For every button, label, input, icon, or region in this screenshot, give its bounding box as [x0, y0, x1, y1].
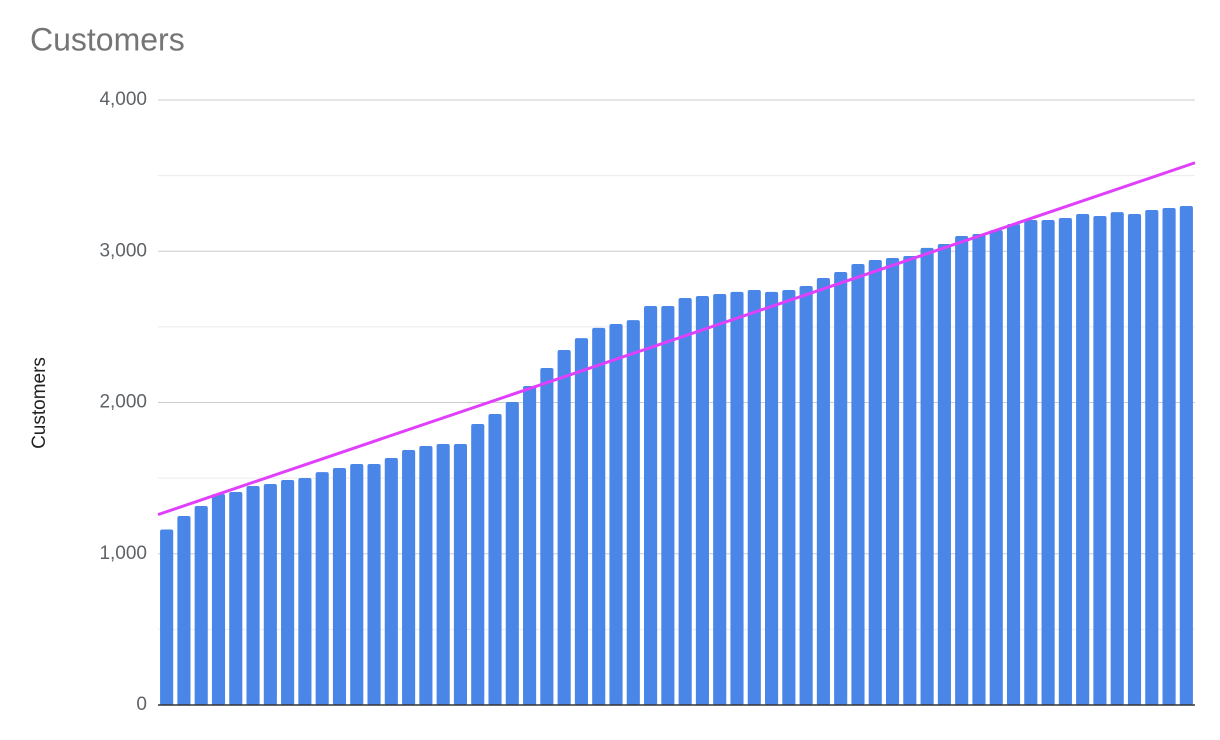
bar — [955, 235, 969, 705]
bar — [1145, 209, 1159, 706]
bar — [609, 324, 623, 705]
y-axis-label: Customers — [29, 357, 50, 449]
bar — [1093, 216, 1107, 706]
bar — [402, 449, 416, 705]
bar — [851, 263, 865, 705]
bar — [523, 386, 537, 705]
bar — [488, 413, 502, 705]
bar — [505, 402, 519, 705]
bar — [453, 443, 468, 705]
bar — [557, 350, 571, 705]
bar — [1024, 219, 1038, 705]
bar — [713, 294, 727, 705]
bar — [1110, 212, 1124, 706]
bar — [367, 464, 381, 705]
bar — [194, 505, 208, 705]
bar — [782, 289, 796, 705]
bar — [281, 479, 295, 705]
bar — [1076, 214, 1090, 706]
bar — [298, 477, 312, 705]
bar — [903, 255, 917, 705]
bar — [730, 291, 744, 705]
y-tick-label: 2,000 — [99, 392, 147, 413]
bar — [747, 289, 761, 705]
bar — [695, 296, 709, 705]
bar — [1041, 219, 1055, 705]
bar — [177, 515, 191, 705]
chart-title: Customers — [30, 21, 185, 57]
bar — [868, 260, 882, 705]
bar — [332, 467, 347, 705]
bar — [1162, 207, 1176, 705]
bar — [384, 458, 398, 705]
bar — [644, 306, 658, 705]
bar — [263, 484, 277, 705]
y-tick-label: 4,000 — [99, 89, 147, 110]
bar — [937, 243, 951, 706]
bar — [626, 320, 640, 705]
bar — [211, 494, 226, 705]
bar — [989, 230, 1003, 705]
bar — [1006, 224, 1021, 705]
bar — [678, 297, 692, 705]
bar — [1179, 206, 1193, 705]
bar — [315, 472, 329, 705]
bar — [419, 446, 433, 705]
bar — [816, 278, 830, 705]
y-tick-label: 0 — [136, 694, 147, 715]
bar — [574, 338, 589, 705]
bar — [920, 247, 934, 706]
bar — [834, 271, 848, 705]
bar — [229, 492, 243, 705]
bar — [661, 306, 675, 705]
bar — [972, 234, 986, 705]
bar — [160, 529, 174, 705]
y-tick-label: 3,000 — [99, 240, 147, 261]
bar — [540, 368, 554, 705]
y-tick-label: 1,000 — [99, 543, 147, 564]
bar — [764, 291, 779, 705]
bar — [1058, 217, 1072, 705]
bar — [246, 485, 260, 705]
bar — [436, 443, 450, 705]
bar — [885, 258, 900, 705]
bar — [471, 423, 485, 705]
bar — [592, 327, 606, 705]
trendline — [157, 161, 1196, 517]
bar — [1127, 214, 1142, 706]
bar — [350, 464, 364, 705]
bar — [799, 286, 813, 705]
